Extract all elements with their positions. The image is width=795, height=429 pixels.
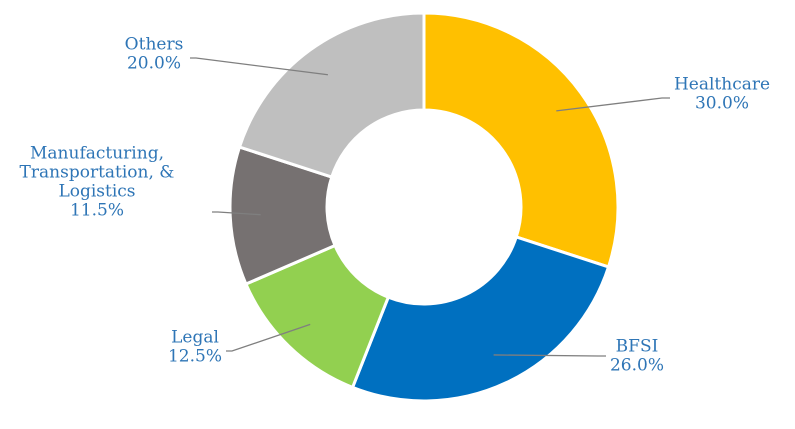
data-label-bfsi: BFSI 26.0% [610,337,664,376]
labels-layer: Healthcare 30.0% BFSI 26.0% Legal 12.5% Manufa… [20,35,770,376]
leader-line-manufacturing-transportation-logistics [212,211,261,216]
category-label: Transportation, & [20,163,175,183]
category-label: Healthcare [674,75,770,95]
category-label: Manufacturing, [30,144,164,164]
data-label-healthcare: Healthcare 30.0% [674,75,770,114]
percent-label: 30.0% [695,94,749,114]
percent-label: 12.5% [168,347,222,367]
slice-healthcare [422,11,620,269]
leader-line-legal [226,323,311,352]
category-label: BFSI [616,337,659,357]
leader-lines-layer [190,57,670,357]
percent-label: 20.0% [127,54,181,74]
percent-label: 26.0% [610,356,664,376]
percent-label: 11.5% [70,201,124,221]
data-label-others: Others 20.0% [125,35,184,74]
slices-layer [228,11,620,403]
category-label: Legal [171,328,219,348]
data-label-legal: Legal 12.5% [168,328,222,367]
data-label-manufacturing-transportation-logistics: Manufacturing, Transportation, & Logistics… [20,144,175,221]
category-label: Logistics [58,182,135,202]
slice-others [237,11,426,179]
leader-line-bfsi [493,354,606,357]
leader-line-healthcare [556,97,670,112]
slice-bfsi [350,235,611,403]
category-label: Others [125,35,184,55]
leader-line-others [190,57,328,76]
